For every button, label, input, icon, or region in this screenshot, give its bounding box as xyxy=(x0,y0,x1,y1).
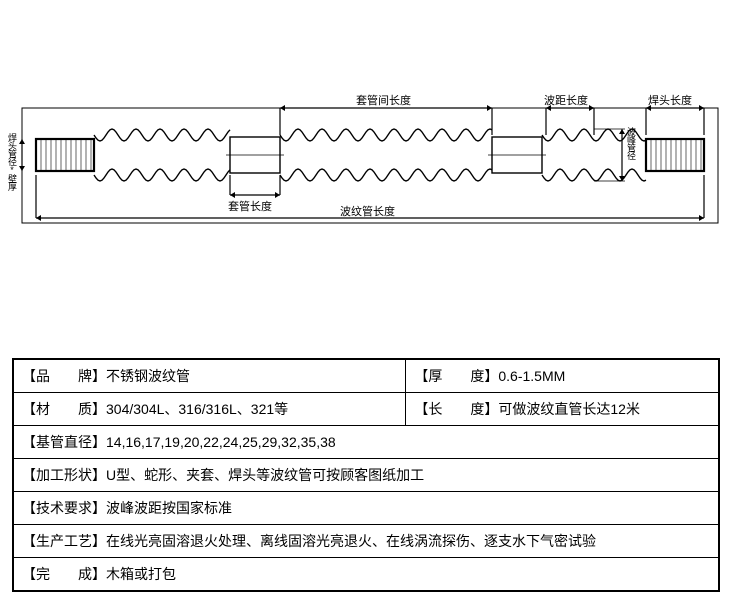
cell-value: 波峰波距按国家标准 xyxy=(106,500,232,516)
table-row: 【生产工艺】在线光亮固溶退火处理、离线固溶光亮退火、在线涡流探伤、逐支水下气密试… xyxy=(13,525,719,558)
label-sleeve-spacing: 套管间长度 xyxy=(356,92,411,108)
label-weld-head-len: 焊头长度 xyxy=(648,92,692,108)
cell-value: U型、蛇形、夹套、焊头等波纹管可按顾客图纸加工 xyxy=(106,467,424,483)
cell-label: 【品 牌】 xyxy=(22,368,106,384)
cell-label: 【技术要求】 xyxy=(22,500,106,516)
label-corrugated-len: 波纹管长度 xyxy=(340,203,395,219)
table-row: 【品 牌】不锈钢波纹管【厚 度】0.6-1.5MM xyxy=(13,359,719,393)
corrugated-tube-diagram: 套管间长度 波距长度 焊头长度 套管长度 波纹管长度 波峰管径 焊头管径*壁厚 xyxy=(0,0,732,330)
cell-value: 可做波纹直管长达12米 xyxy=(498,401,640,417)
cell-value: 0.6-1.5MM xyxy=(498,368,565,384)
cell-value: 在线光亮固溶退火处理、离线固溶光亮退火、在线涡流探伤、逐支水下气密试验 xyxy=(106,533,596,549)
table-row: 【技术要求】波峰波距按国家标准 xyxy=(13,492,719,525)
label-sleeve-len: 套管长度 xyxy=(228,198,272,214)
label-wave-pitch: 波距长度 xyxy=(544,92,588,108)
cell-label: 【长 度】 xyxy=(414,401,498,417)
table-cell: 【加工形状】U型、蛇形、夹套、焊头等波纹管可按顾客图纸加工 xyxy=(13,459,719,492)
table-row: 【完 成】木箱或打包 xyxy=(13,558,719,592)
label-weld-head-diameter: 焊头管径*壁厚 xyxy=(6,133,19,190)
cell-label: 【基管直径】 xyxy=(22,434,106,450)
cell-label: 【完 成】 xyxy=(22,566,106,582)
table-cell: 【长 度】可做波纹直管长达12米 xyxy=(406,393,719,426)
table-cell: 【生产工艺】在线光亮固溶退火处理、离线固溶光亮退火、在线涡流探伤、逐支水下气密试… xyxy=(13,525,719,558)
table-cell: 【技术要求】波峰波距按国家标准 xyxy=(13,492,719,525)
table-cell: 【品 牌】不锈钢波纹管 xyxy=(13,359,406,393)
table-cell: 【厚 度】0.6-1.5MM xyxy=(406,359,719,393)
label-wave-peak-diameter: 波峰管径 xyxy=(625,127,638,159)
cell-value: 不锈钢波纹管 xyxy=(106,368,190,384)
table-cell: 【基管直径】14,16,17,19,20,22,24,25,29,32,35,3… xyxy=(13,426,719,459)
table-row: 【加工形状】U型、蛇形、夹套、焊头等波纹管可按顾客图纸加工 xyxy=(13,459,719,492)
cell-label: 【生产工艺】 xyxy=(22,533,106,549)
cell-label: 【厚 度】 xyxy=(414,368,498,384)
table-row: 【基管直径】14,16,17,19,20,22,24,25,29,32,35,3… xyxy=(13,426,719,459)
cell-label: 【材 质】 xyxy=(22,401,106,417)
cell-label: 【加工形状】 xyxy=(22,467,106,483)
table-cell: 【完 成】木箱或打包 xyxy=(13,558,719,592)
table-cell: 【材 质】304/304L、316/316L、321等 xyxy=(13,393,406,426)
spec-table: 【品 牌】不锈钢波纹管【厚 度】0.6-1.5MM【材 质】304/304L、3… xyxy=(12,358,720,592)
cell-value: 14,16,17,19,20,22,24,25,29,32,35,38 xyxy=(106,434,336,450)
cell-value: 304/304L、316/316L、321等 xyxy=(106,401,288,417)
cell-value: 木箱或打包 xyxy=(106,566,176,582)
diagram-svg xyxy=(0,0,732,330)
table-row: 【材 质】304/304L、316/316L、321等【长 度】可做波纹直管长达… xyxy=(13,393,719,426)
